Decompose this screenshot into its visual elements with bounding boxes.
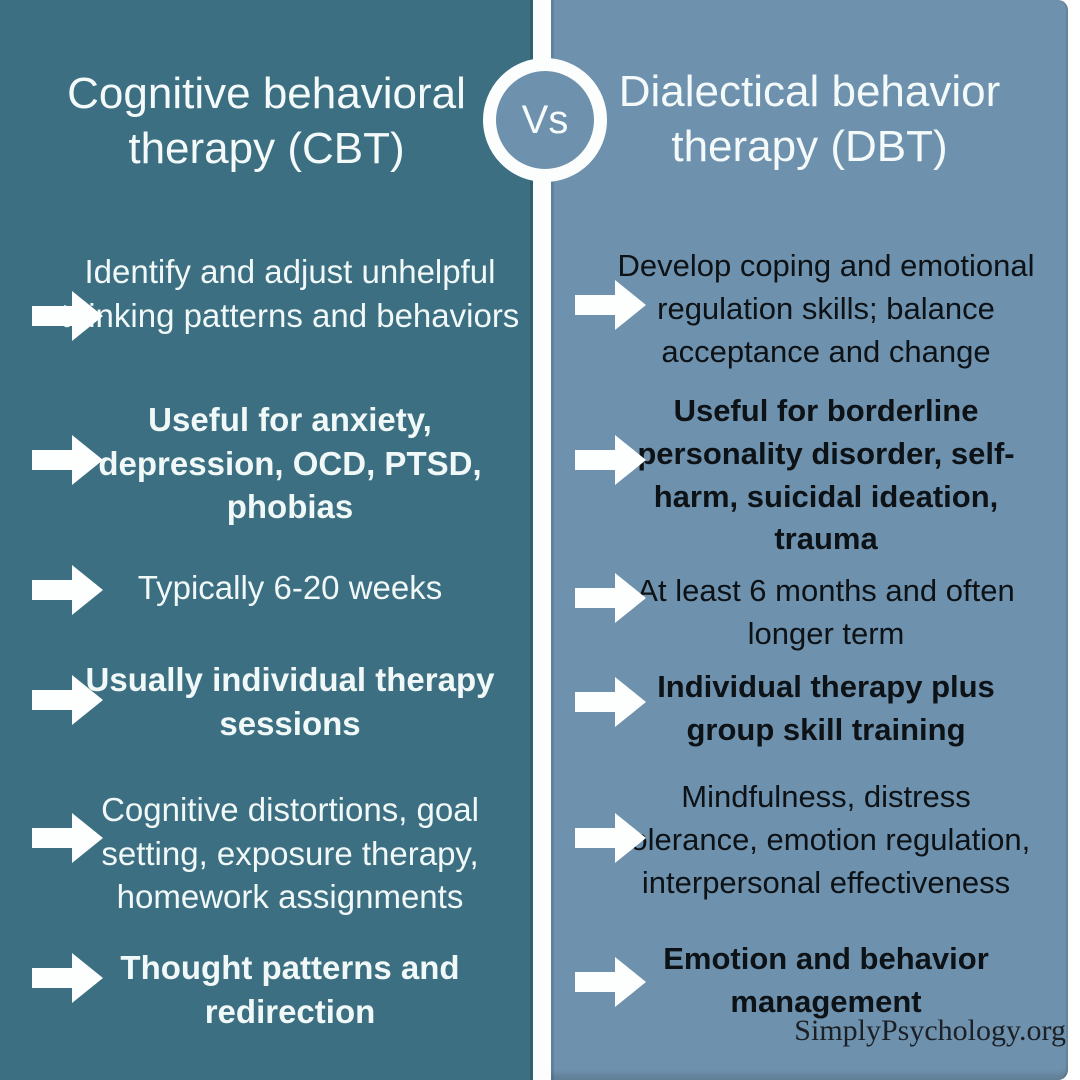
arrow-right-icon	[575, 570, 647, 626]
item-text: Mindfulness, distress tolerance, emotion…	[621, 779, 1031, 900]
arrow-right-icon	[32, 562, 104, 618]
list-item: Cognitive distortions, goal setting, exp…	[0, 788, 533, 919]
list-item: Typically 6-20 weeks	[0, 565, 533, 615]
arrow-right-icon	[32, 288, 104, 344]
item-text: Usually individual therapy sessions	[85, 661, 495, 742]
arrow-right-icon	[32, 810, 104, 866]
arrow-right-icon	[575, 674, 647, 730]
list-item: Individual therapy plus group skill trai…	[551, 666, 1068, 752]
item-text: Identify and adjust unhelpful thinking p…	[60, 253, 520, 334]
list-item: Emotion and behavior management	[551, 938, 1068, 1024]
watermark: SimplyPsychology.org	[794, 1014, 1066, 1047]
item-text: Useful for borderline personality disord…	[637, 393, 1015, 557]
arrow-right-icon	[32, 432, 104, 488]
item-text: At least 6 months and often longer term	[637, 573, 1015, 651]
arrow-right-icon	[575, 954, 647, 1010]
item-text: Useful for anxiety, depression, OCD, PTS…	[98, 401, 482, 526]
arrow-right-icon	[575, 277, 647, 333]
dbt-panel: Dialectical behavior therapy (DBT) Devel…	[551, 0, 1068, 1080]
item-text: Emotion and behavior management	[663, 941, 989, 1019]
list-item: Usually individual therapy sessions	[0, 658, 533, 745]
item-text: Typically 6-20 weeks	[137, 569, 443, 606]
vs-label: Vs	[521, 98, 569, 142]
item-text: Individual therapy plus group skill trai…	[657, 669, 995, 747]
arrow-right-icon	[32, 950, 104, 1006]
list-item: Mindfulness, distress tolerance, emotion…	[551, 776, 1068, 904]
arrow-right-icon	[575, 810, 647, 866]
center-divider	[533, 0, 551, 1080]
arrow-right-icon	[575, 432, 647, 488]
cbt-panel: Cognitive behavioral therapy (CBT) Ident…	[0, 0, 533, 1080]
cbt-title: Cognitive behavioral therapy (CBT)	[67, 69, 466, 173]
dbt-title: Dialectical behavior therapy (DBT)	[618, 67, 1001, 171]
list-item: Thought patterns and redirection	[0, 946, 533, 1033]
item-text: Cognitive distortions, goal setting, exp…	[101, 791, 479, 916]
list-item: Develop coping and emotional regulation …	[551, 245, 1068, 373]
list-item: At least 6 months and often longer term	[551, 570, 1068, 656]
item-text: Develop coping and emotional regulation …	[617, 248, 1035, 369]
list-item: Useful for anxiety, depression, OCD, PTS…	[0, 398, 533, 529]
arrow-right-icon	[32, 672, 104, 728]
item-text: Thought patterns and redirection	[120, 949, 460, 1030]
vs-badge: Vs	[483, 58, 607, 182]
list-item: Useful for borderline personality disord…	[551, 390, 1068, 561]
list-item: Identify and adjust unhelpful thinking p…	[0, 250, 533, 341]
